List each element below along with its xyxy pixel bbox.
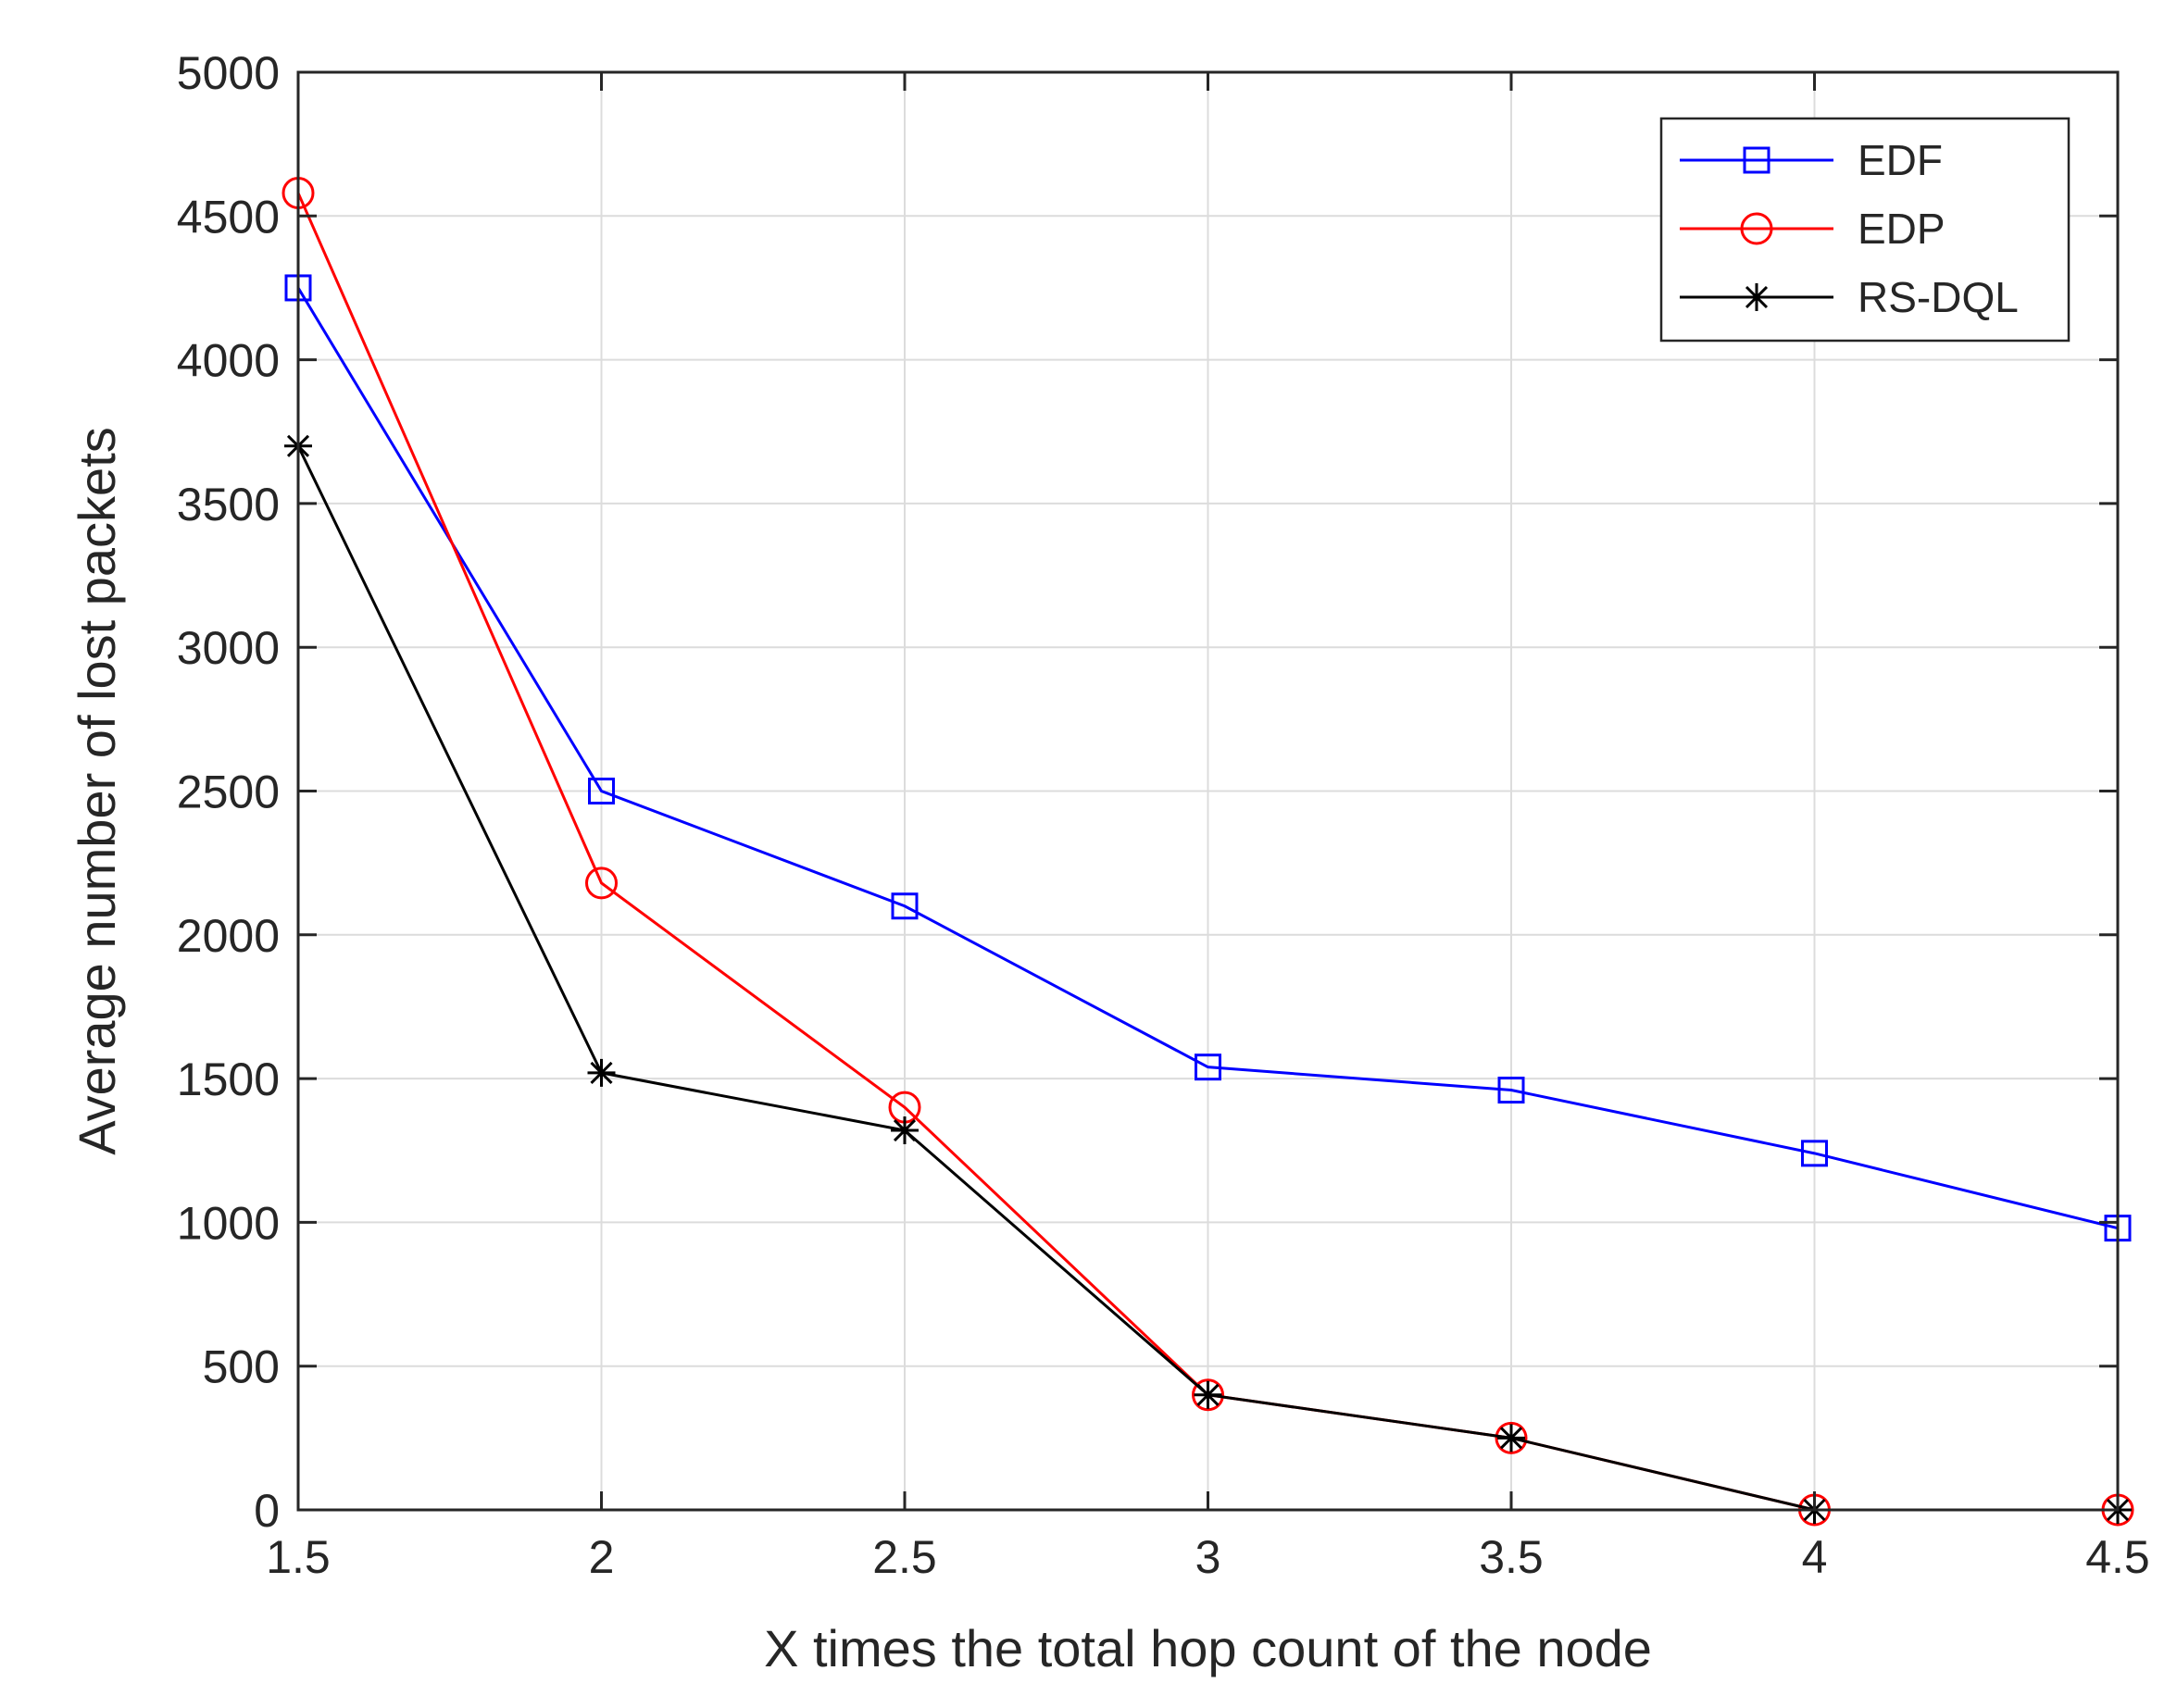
x-tick-label: 4.5 [2085, 1531, 2150, 1583]
data-point-rs-dql [1497, 1424, 1525, 1452]
data-point-edp [585, 866, 618, 900]
data-point-edf [1195, 1053, 1221, 1081]
y-tick-label: 5000 [177, 47, 280, 99]
y-tick-label: 1500 [177, 1053, 280, 1105]
data-point-edf [891, 892, 919, 920]
axis-ticks: 1.5 2 2.5 3 3.5 4 4.5 0 500 1000 1500 2000 2500 3000 3… [177, 47, 2150, 1583]
x-tick-label: 2.5 [872, 1531, 937, 1583]
legend-marker [1743, 283, 1770, 311]
data-point-edf [588, 778, 615, 804]
x-axis-label: X times the total hop count of the node [764, 1619, 1652, 1677]
y-tick-label: 2000 [177, 910, 280, 962]
y-tick-label: 4500 [177, 191, 280, 243]
data-point-rs-dql [1194, 1380, 1222, 1409]
legend-entries: EDF EDP RS-DQL [1680, 136, 2019, 321]
data-point-edp [1495, 1421, 1528, 1454]
legend-entry-edp: EDP [1680, 205, 1946, 253]
x-tick-label: 1.5 [266, 1531, 331, 1583]
y-tick-label: 0 [254, 1485, 280, 1537]
y-tick-label: 500 [203, 1341, 280, 1393]
legend-label: EDF [1858, 136, 1943, 184]
legend-label: RS-DQL [1858, 273, 2019, 321]
legend-marker [1740, 212, 1773, 245]
series-line-edf [296, 287, 2119, 1230]
data-point-edf [1801, 1140, 1828, 1167]
y-tick-label: 4000 [177, 335, 280, 387]
y-axis-label: Average number of lost packets [68, 427, 126, 1155]
data-point-rs-dql [891, 1116, 919, 1145]
data-point-rs-dql [587, 1058, 616, 1087]
x-tick-label: 2 [589, 1531, 615, 1583]
y-tick-label: 3000 [177, 622, 280, 674]
legend-entry-edf: EDF [1680, 136, 1943, 184]
legend-entry-rs-dql: RS-DQL [1680, 273, 2019, 321]
data-point-edf [1497, 1077, 1525, 1104]
y-tick-label: 2500 [177, 767, 280, 818]
y-tick-label: 3500 [177, 479, 280, 530]
legend-label: EDP [1858, 205, 1946, 253]
y-tick-label: 1000 [177, 1197, 280, 1249]
x-tick-label: 4 [1802, 1531, 1828, 1583]
x-tick-label: 3 [1195, 1531, 1221, 1583]
legend-marker [1743, 146, 1770, 174]
x-tick-label: 3.5 [1479, 1531, 1544, 1583]
legend: EDF EDP RS-DQL [1659, 117, 2071, 343]
data-point-edp [1192, 1378, 1224, 1412]
